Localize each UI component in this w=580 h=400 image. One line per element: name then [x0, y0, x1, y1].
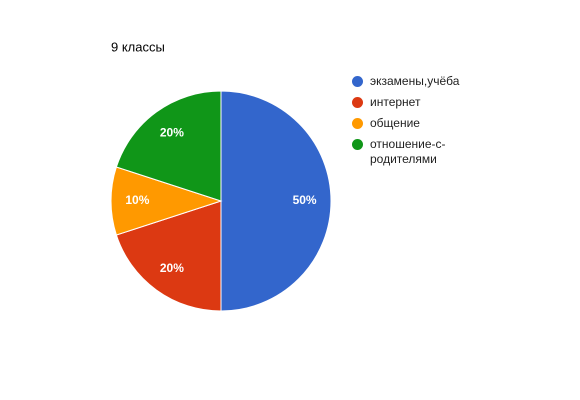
legend-label: экзамены,учёба — [370, 74, 460, 88]
legend: экзамены,учёба интернет общение отношение-с… — [352, 74, 472, 173]
legend-item: отношение-с-родителями — [352, 137, 472, 167]
slice-label: 20% — [160, 126, 184, 140]
pie-slice — [220, 90, 332, 312]
chart-title: 9 классы — [111, 39, 165, 54]
slice-label: 50% — [293, 193, 317, 207]
pie-slice — [115, 200, 222, 312]
legend-swatch — [352, 97, 363, 108]
pie-slice — [115, 90, 222, 202]
legend-item: интернет — [352, 95, 472, 110]
slice-label: 20% — [160, 261, 184, 275]
legend-label: интернет — [370, 95, 421, 109]
legend-swatch — [352, 76, 363, 87]
legend-label: общение — [370, 116, 420, 130]
legend-label: отношение-с-родителями — [370, 137, 446, 166]
legend-item: общение — [352, 116, 472, 131]
legend-swatch — [352, 118, 363, 129]
legend-item: экзамены,учёба — [352, 74, 472, 89]
legend-swatch — [352, 139, 363, 150]
slice-label: 10% — [125, 193, 149, 207]
